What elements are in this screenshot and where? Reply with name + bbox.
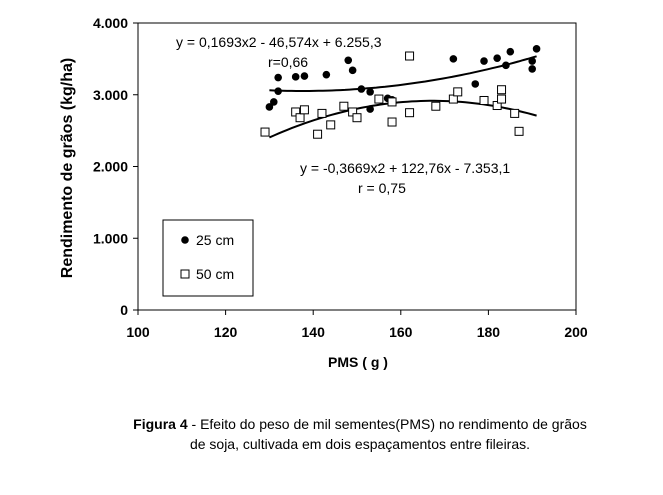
x-tick-label: 200 <box>564 324 588 340</box>
legend-marker-50cm <box>180 269 190 279</box>
point-25cm <box>502 61 510 70</box>
point-50cm <box>497 94 507 104</box>
x-tick-label: 120 <box>214 324 238 340</box>
caption-line-1: Figura 4 - Efeito do peso de mil semente… <box>60 414 660 434</box>
figure-caption: Figura 4 - Efeito do peso de mil semente… <box>60 414 660 454</box>
y-tick-label: 2.000 <box>93 159 128 175</box>
x-tick-label: 180 <box>477 324 501 340</box>
point-50cm <box>260 127 270 137</box>
point-50cm <box>317 108 327 118</box>
point-25cm <box>532 45 541 53</box>
legend-label-50cm: 50 cm <box>196 266 234 282</box>
point-25cm <box>344 56 353 65</box>
point-25cm <box>506 47 515 56</box>
trend-lines <box>269 55 537 139</box>
point-50cm <box>387 117 397 127</box>
equation-50cm: y = -0,3669x2 + 122,76x - 7.353,1 <box>300 160 510 176</box>
point-25cm <box>493 54 501 62</box>
legend-marker-25cm <box>181 236 189 244</box>
y-tick-label: 1.000 <box>93 230 128 246</box>
point-25cm <box>366 88 374 96</box>
x-tick-label: 100 <box>126 324 150 340</box>
data-points <box>260 45 541 139</box>
annotations: y = 0,1693x2 - 46,574x + 6.255,3 r=0,66 y … <box>176 34 510 196</box>
point-25cm <box>357 85 366 93</box>
point-50cm <box>295 113 305 123</box>
point-50cm <box>374 94 384 104</box>
point-50cm <box>510 108 520 118</box>
point-25cm <box>322 70 331 79</box>
point-50cm <box>387 97 397 107</box>
point-25cm <box>274 87 282 95</box>
point-25cm <box>366 105 374 113</box>
point-25cm <box>300 72 309 80</box>
x-axis-label: PMS ( g ) <box>328 354 388 370</box>
r-value-25cm: r=0,66 <box>268 54 308 70</box>
point-50cm <box>405 108 415 118</box>
y-tick-label: 0 <box>120 302 128 318</box>
point-50cm <box>326 120 336 130</box>
axes: 100 120 140 160 180 200 0 1.000 2.000 3.000 4.000 <box>93 15 588 340</box>
caption-line-2: de soja, cultivada em dois espaçamentos … <box>189 436 531 452</box>
point-25cm <box>269 98 278 106</box>
legend: 25 cm 50 cm <box>162 219 254 297</box>
point-25cm <box>528 57 536 65</box>
trend-line-50cm <box>269 99 537 139</box>
y-axis-label: Rendimento de grãos (kg/ha) <box>59 58 76 278</box>
legend-label-25cm: 25 cm <box>196 232 234 248</box>
x-tick-label: 160 <box>389 324 413 340</box>
y-tick-label: 3.000 <box>93 87 128 103</box>
point-50cm <box>431 101 441 111</box>
point-50cm <box>405 51 415 61</box>
point-25cm <box>291 73 300 81</box>
x-tick-label: 140 <box>302 324 326 340</box>
point-25cm <box>449 55 458 63</box>
trend-line-25cm <box>269 55 537 92</box>
point-50cm <box>497 85 507 95</box>
point-25cm <box>471 80 480 88</box>
chart: 100 120 140 160 180 20001.0002.0003.0004.000 … <box>59 15 588 370</box>
point-25cm <box>528 65 536 73</box>
r-value-50cm: r = 0,75 <box>358 180 406 196</box>
point-50cm <box>299 105 309 115</box>
y-tick-label: 4.000 <box>93 15 128 31</box>
point-50cm <box>479 95 489 105</box>
equation-25cm: y = 0,1693x2 - 46,574x + 6.255,3 <box>176 34 382 50</box>
point-25cm <box>480 57 488 65</box>
caption-text: - Efeito do peso de mil sementes(PMS) no… <box>187 416 587 432</box>
point-50cm <box>514 126 524 136</box>
point-50cm <box>313 129 323 139</box>
point-25cm <box>265 103 274 111</box>
point-50cm <box>339 101 349 111</box>
point-50cm <box>453 87 463 97</box>
point-25cm <box>348 66 357 75</box>
point-50cm <box>352 113 362 123</box>
legend-box <box>162 219 254 297</box>
caption-label: Figura 4 <box>133 416 188 432</box>
point-25cm <box>274 73 282 82</box>
